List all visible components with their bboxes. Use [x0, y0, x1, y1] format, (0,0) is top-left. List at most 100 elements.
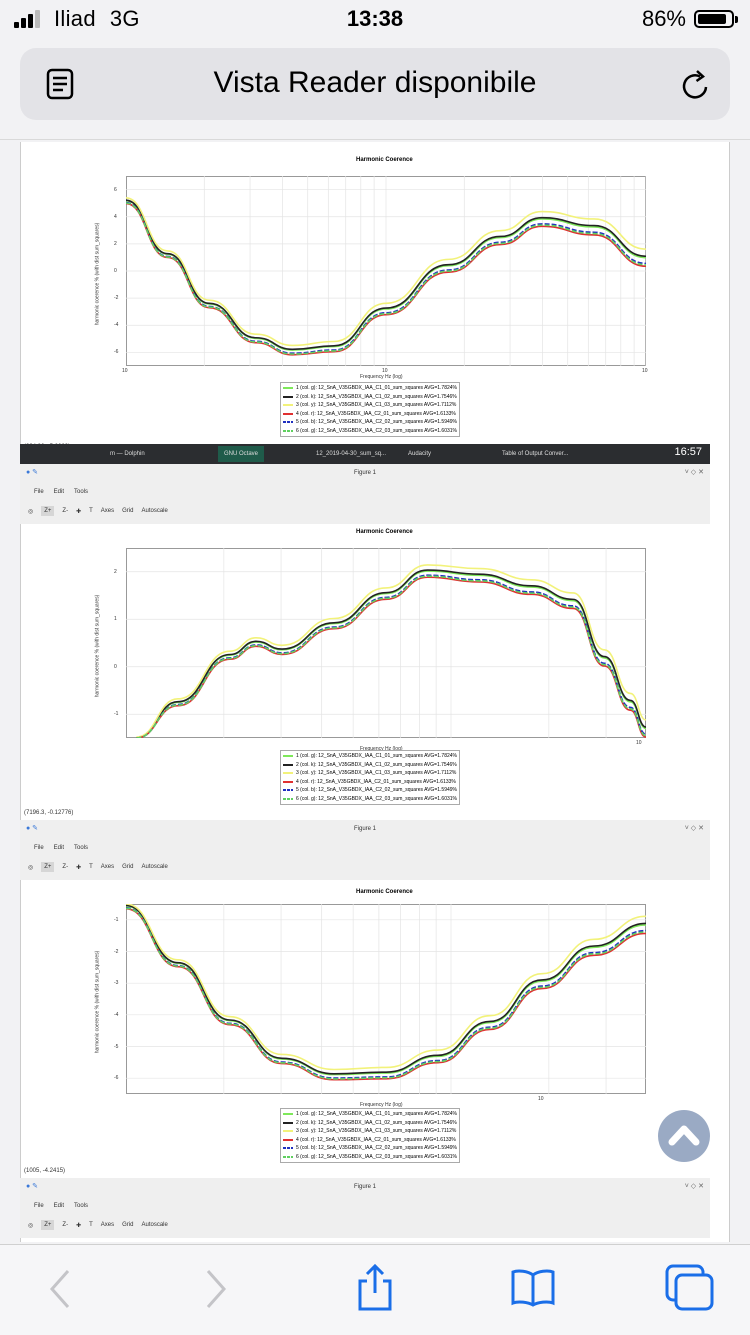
legend-label: 5 (col. b): 12_SnA_V35GBDX_IAA_C2_02_sum…: [296, 1145, 457, 1151]
taskbar-item[interactable]: Audacity: [408, 451, 432, 457]
pan-icon[interactable]: ✚: [76, 508, 82, 515]
legend-swatch: [283, 797, 293, 800]
window-controls[interactable]: ˅ ◇ ✕: [684, 1183, 704, 1190]
tabs-icon[interactable]: [664, 1263, 716, 1313]
figure-menu: File Edit Tools: [34, 845, 98, 851]
series-line-3: [136, 564, 646, 738]
legend-label: 3 (col. y): 12_SnA_V35GBDX_IAA_C1_03_sum…: [296, 770, 457, 776]
y-tick-label: -2: [114, 948, 119, 955]
menu-item[interactable]: File: [34, 1203, 44, 1209]
legend-swatch: [283, 1138, 293, 1141]
legend-entry: 5 (col. b): 12_SnA_V35GBDX_IAA_C2_02_sum…: [283, 1144, 457, 1153]
status-bar: Iliad 3G 13:38 86%: [0, 0, 750, 42]
page-title[interactable]: Vista Reader disponibile: [213, 66, 537, 99]
taskbar-item[interactable]: 12_2019-04-30_sum_sq...: [316, 451, 387, 457]
plot-title: Harmonic Coerence: [356, 529, 413, 535]
menu-item[interactable]: Edit: [53, 1203, 65, 1209]
chevron-up-icon: [668, 1125, 700, 1146]
plot-title: Harmonic Coerence: [356, 889, 413, 895]
tool-autoscale-button[interactable]: Autoscale: [141, 864, 168, 870]
tool-grid-button[interactable]: Grid: [122, 508, 134, 514]
pan-icon[interactable]: ✚: [76, 1222, 82, 1229]
pan-icon[interactable]: ✚: [76, 864, 82, 871]
legend-entry: 2 (col. k): 12_SnA_V35GBDX_IAA_C1_02_sum…: [283, 393, 457, 402]
address-bar[interactable]: Vista Reader disponibile: [20, 48, 730, 120]
menu-item[interactable]: File: [34, 489, 44, 495]
legend-swatch: [283, 404, 293, 407]
chart-svg[interactable]: [126, 904, 646, 1094]
tool-autoscale-button[interactable]: Autoscale: [141, 508, 168, 514]
menu-item[interactable]: Edit: [53, 845, 65, 851]
figure-window-header: ● ✎ Figure 1 ˅ ◇ ✕ File Edit Tools ◎ Z+ Z- ✚ T Axes…: [20, 464, 710, 524]
bottom-toolbar: [0, 1244, 750, 1335]
legend: 1 (col. g): 12_SnA_V35GBDX_IAA_C1_01_sum…: [280, 1108, 460, 1163]
y-tick-label: 6: [114, 186, 117, 193]
legend-label: 4 (col. r): 12_SnA_V35GBDX_IAA_C2_01_sum…: [296, 410, 456, 417]
share-icon[interactable]: [354, 1263, 396, 1313]
menu-item[interactable]: Edit: [53, 489, 65, 495]
cursor-coordinates: (1005, -4.2415): [24, 1168, 66, 1174]
tool-z-out-button[interactable]: Z-: [62, 1222, 69, 1228]
window-controls[interactable]: ˅ ◇ ✕: [684, 825, 704, 832]
reader-view-icon[interactable]: [46, 68, 74, 100]
y-tick-label: -6: [114, 1075, 119, 1082]
taskbar-item[interactable]: m — Dolphin: [110, 451, 145, 457]
back-icon[interactable]: [46, 1267, 76, 1311]
battery-percent: 86%: [641, 6, 686, 31]
window-controls[interactable]: ˅ ◇ ✕: [684, 469, 704, 476]
legend-swatch: [283, 1155, 293, 1158]
figure-window-header: ● ✎ Figure 1 ˅ ◇ ✕ File Edit Tools ◎ Z+ Z- ✚ T Axes…: [20, 1178, 710, 1238]
reload-icon[interactable]: [680, 68, 712, 102]
legend-swatch: [283, 412, 293, 415]
menu-item[interactable]: File: [34, 845, 44, 851]
legend-swatch: [283, 780, 293, 783]
legend-swatch: [283, 1113, 293, 1116]
text-insert-icon[interactable]: T: [89, 1222, 93, 1228]
menu-item[interactable]: Tools: [74, 845, 89, 851]
bookmarks-icon[interactable]: [510, 1267, 556, 1307]
tool-z-out-button[interactable]: Z-: [62, 508, 69, 514]
legend-entry: 4 (col. r): 12_SnA_V35GBDX_IAA_C2_01_sum…: [283, 778, 457, 787]
clock: 13:38: [346, 6, 404, 31]
rotate-icon[interactable]: ◎: [28, 1222, 34, 1229]
page-content[interactable]: Harmonic Coerence 6 4 2 0 -2 -4 -6 10 10 10 harmoni…: [20, 142, 730, 1242]
tool-axes-button[interactable]: Axes: [100, 1222, 115, 1228]
tool-grid-button[interactable]: Grid: [122, 1222, 134, 1228]
y-tick-label: -2: [114, 295, 119, 302]
legend-entry: 1 (col. g): 12_SnA_V35GBDX_IAA_C1_01_sum…: [283, 384, 457, 393]
y-tick-label: 2: [114, 240, 117, 247]
text-insert-icon[interactable]: T: [89, 508, 93, 514]
tool-z-in-button[interactable]: Z+: [41, 506, 55, 516]
legend-swatch: [283, 1130, 293, 1133]
legend-entry: 5 (col. b): 12_SnA_V35GBDX_IAA_C2_02_sum…: [283, 786, 457, 795]
scroll-to-top-button[interactable]: [658, 1110, 710, 1162]
legend-label: 4 (col. r): 12_SnA_V35GBDX_IAA_C2_01_sum…: [296, 1136, 456, 1143]
chart-svg[interactable]: [126, 176, 646, 366]
tool-z-in-button[interactable]: Z+: [41, 1220, 55, 1230]
chart-svg[interactable]: [126, 548, 646, 738]
tool-axes-button[interactable]: Axes: [100, 864, 115, 870]
plot-area[interactable]: [126, 176, 646, 366]
plot-area[interactable]: [126, 904, 646, 1094]
legend-entry: 6 (col. g): 12_SnA_V35GBDX_IAA_C2_03_sum…: [283, 1153, 457, 1162]
tool-grid-button[interactable]: Grid: [122, 864, 134, 870]
taskbar-clock: 16:57: [674, 446, 702, 458]
legend-label: 6 (col. g): 12_SnA_V35GBDX_IAA_C2_03_sum…: [296, 795, 457, 802]
menu-item[interactable]: Tools: [74, 489, 89, 495]
legend-label: 5 (col. b): 12_SnA_V35GBDX_IAA_C2_02_sum…: [296, 419, 457, 425]
text-insert-icon[interactable]: T: [89, 864, 93, 870]
tool-z-in-button[interactable]: Z+: [41, 862, 55, 872]
legend-label: 6 (col. g): 12_SnA_V35GBDX_IAA_C2_03_sum…: [296, 427, 457, 434]
rotate-icon[interactable]: ◎: [28, 864, 34, 871]
legend-entry: 1 (col. g): 12_SnA_V35GBDX_IAA_C1_01_sum…: [283, 1110, 457, 1119]
tool-autoscale-button[interactable]: Autoscale: [141, 1222, 168, 1228]
rotate-icon[interactable]: ◎: [28, 508, 34, 515]
y-tick-label: 1: [114, 616, 117, 623]
menu-item[interactable]: Tools: [74, 1203, 89, 1209]
plot-area[interactable]: [126, 548, 646, 738]
taskbar-item[interactable]: Table of Output Conver...: [502, 451, 569, 457]
tool-axes-button[interactable]: Axes: [100, 508, 115, 514]
taskbar-item[interactable]: GNU Octave: [218, 446, 265, 462]
forward-icon[interactable]: [200, 1267, 230, 1311]
tool-z-out-button[interactable]: Z-: [62, 864, 69, 870]
